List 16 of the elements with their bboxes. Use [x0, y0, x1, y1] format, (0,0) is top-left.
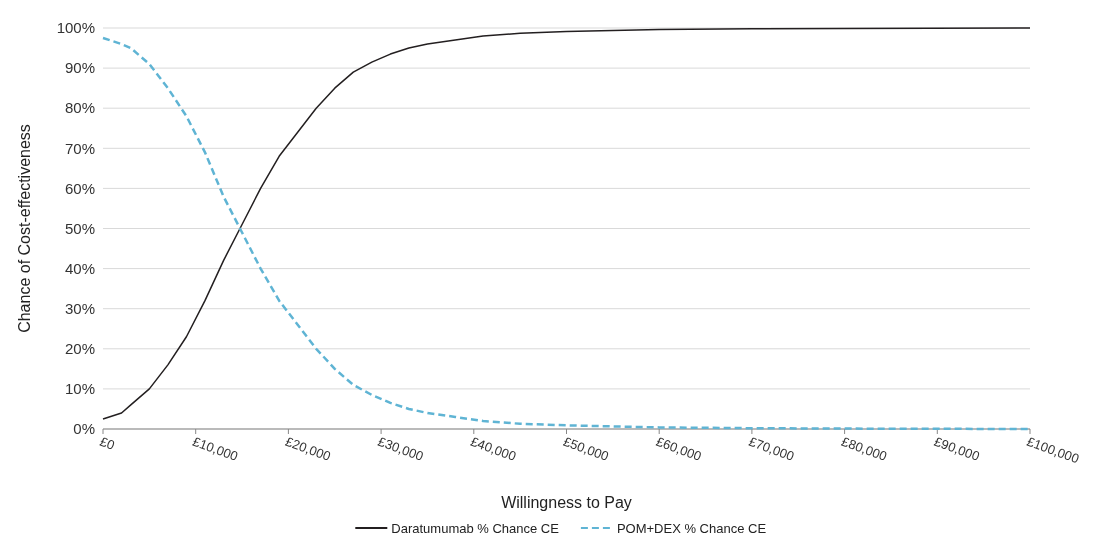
- y-tick-label: 40%: [64, 259, 95, 277]
- x-axis-title: Willingness to Pay: [501, 494, 632, 511]
- y-tick-label: 10%: [64, 380, 95, 398]
- y-tick-label: 20%: [64, 340, 95, 358]
- y-tick-label: 80%: [64, 99, 95, 117]
- y-tick-label: 60%: [64, 179, 95, 197]
- y-tick-label: 0%: [73, 420, 95, 438]
- y-tick-label: 70%: [64, 139, 95, 157]
- x-tick-label: £0: [97, 433, 117, 453]
- y-tick-label: 90%: [64, 59, 95, 77]
- legend-label: Daratumumab % Chance CE: [391, 521, 560, 536]
- y-tick-label: 50%: [64, 219, 95, 237]
- y-tick-label: 30%: [64, 299, 95, 317]
- y-tick-label: 100%: [56, 19, 95, 37]
- y-axis-title: Chance of Cost-effectiveness: [16, 124, 33, 333]
- legend-label: POM+DEX % Chance CE: [616, 521, 767, 536]
